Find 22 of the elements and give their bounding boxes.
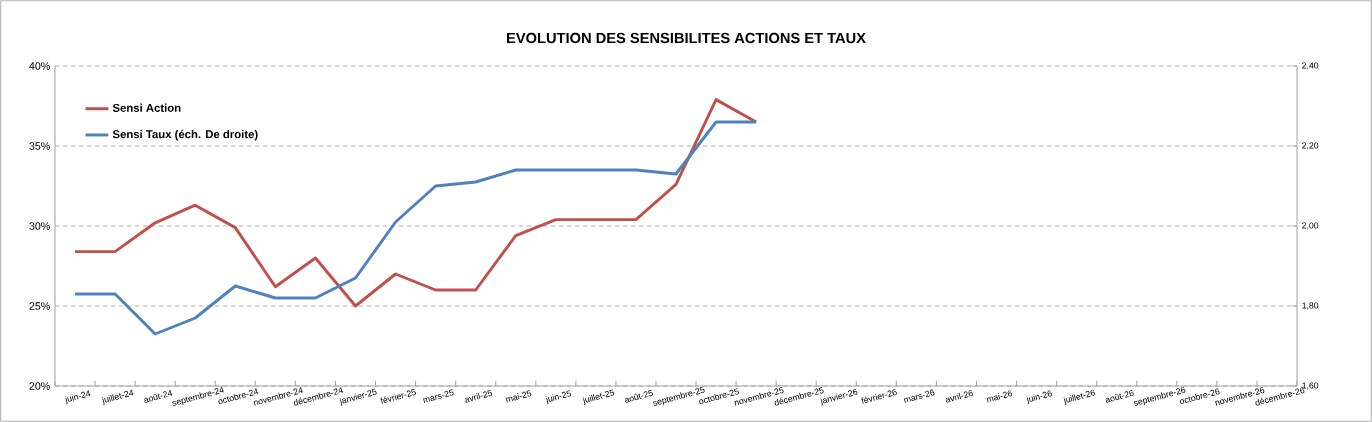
y2-tick-label: 1,80	[1302, 302, 1319, 310]
x-tick-label: avril-26	[945, 390, 973, 403]
y-tick-label: 30%	[29, 222, 50, 230]
x-tick-label: mai-26	[986, 390, 1013, 403]
y2-tick-label: 2,40	[1302, 62, 1319, 70]
x-tick-label: mai-25	[505, 390, 532, 403]
y2-tick-label: 2,00	[1302, 222, 1319, 230]
y-tick-label: 35%	[29, 142, 50, 150]
x-tick-label: août-24	[144, 389, 173, 403]
x-tick-label: avril-25	[465, 389, 493, 403]
y-tick-label: 40%	[29, 62, 50, 70]
legend-label: Sensi Taux (éch. De droite)	[112, 129, 258, 141]
y2-tick-label: 2,20	[1302, 142, 1319, 150]
x-tick-label: mars-26	[903, 389, 935, 403]
x-tick-label: août-25	[624, 389, 653, 403]
x-tick-label: août-26	[1105, 390, 1134, 403]
legend-label: Sensi Action	[112, 103, 181, 112]
y-tick-label: 25%	[29, 302, 50, 310]
chart-title: EVOLUTION DES SENSIBILITES ACTIONS ET TAUX	[507, 32, 866, 44]
y-tick-label: 20%	[29, 382, 50, 390]
x-tick-label: juin-26	[1026, 390, 1052, 405]
x-tick-label: mars-25	[423, 389, 454, 403]
